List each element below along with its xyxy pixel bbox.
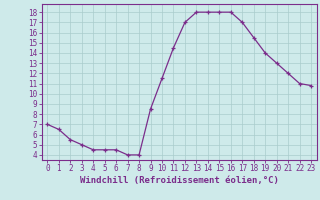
X-axis label: Windchill (Refroidissement éolien,°C): Windchill (Refroidissement éolien,°C): [80, 176, 279, 185]
